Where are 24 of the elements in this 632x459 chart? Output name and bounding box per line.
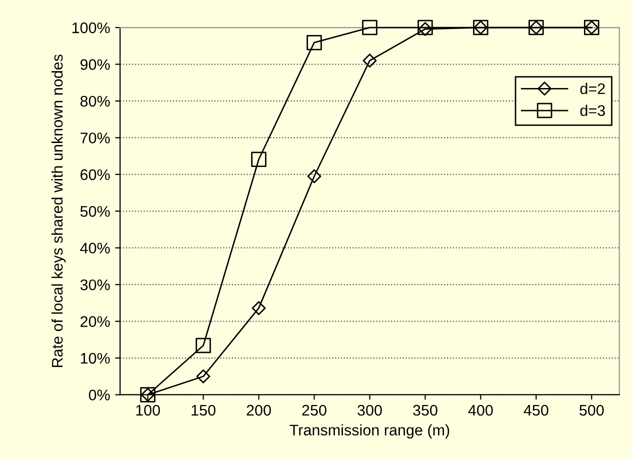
x-tick-label: 200 bbox=[246, 404, 271, 416]
y-axis-title: Rate of local keys shared with unknown nodes bbox=[51, 54, 66, 367]
y-tick-label: 30% bbox=[80, 279, 110, 290]
y-tick-label: 50% bbox=[80, 206, 110, 217]
y-tick-label: 70% bbox=[80, 132, 110, 144]
y-tick-label: 40% bbox=[80, 242, 110, 254]
x-tick-label: 150 bbox=[192, 404, 216, 416]
y-tick-label: 20% bbox=[80, 316, 110, 327]
y-tick-label: 90% bbox=[80, 59, 110, 70]
x-tick-label: 100 bbox=[136, 404, 160, 416]
x-tick-label: 400 bbox=[468, 404, 493, 416]
x-tick-label: 350 bbox=[413, 404, 438, 416]
legend-label: d=3 bbox=[580, 104, 605, 116]
y-tick-label: 10% bbox=[80, 352, 110, 364]
y-tick-label: 60% bbox=[80, 169, 110, 180]
y-tick-label: 0% bbox=[88, 390, 110, 400]
x-axis-title: Transmission range (m) bbox=[290, 424, 450, 438]
x-tick-label: 450 bbox=[524, 404, 548, 416]
x-tick-label: 250 bbox=[302, 404, 326, 416]
x-tick-label: 300 bbox=[358, 404, 382, 416]
y-tick-label: 80% bbox=[80, 96, 110, 107]
y-tick-label: 100% bbox=[72, 22, 110, 34]
legend-label: d=2 bbox=[580, 82, 605, 94]
x-tick-label: 500 bbox=[579, 404, 604, 416]
